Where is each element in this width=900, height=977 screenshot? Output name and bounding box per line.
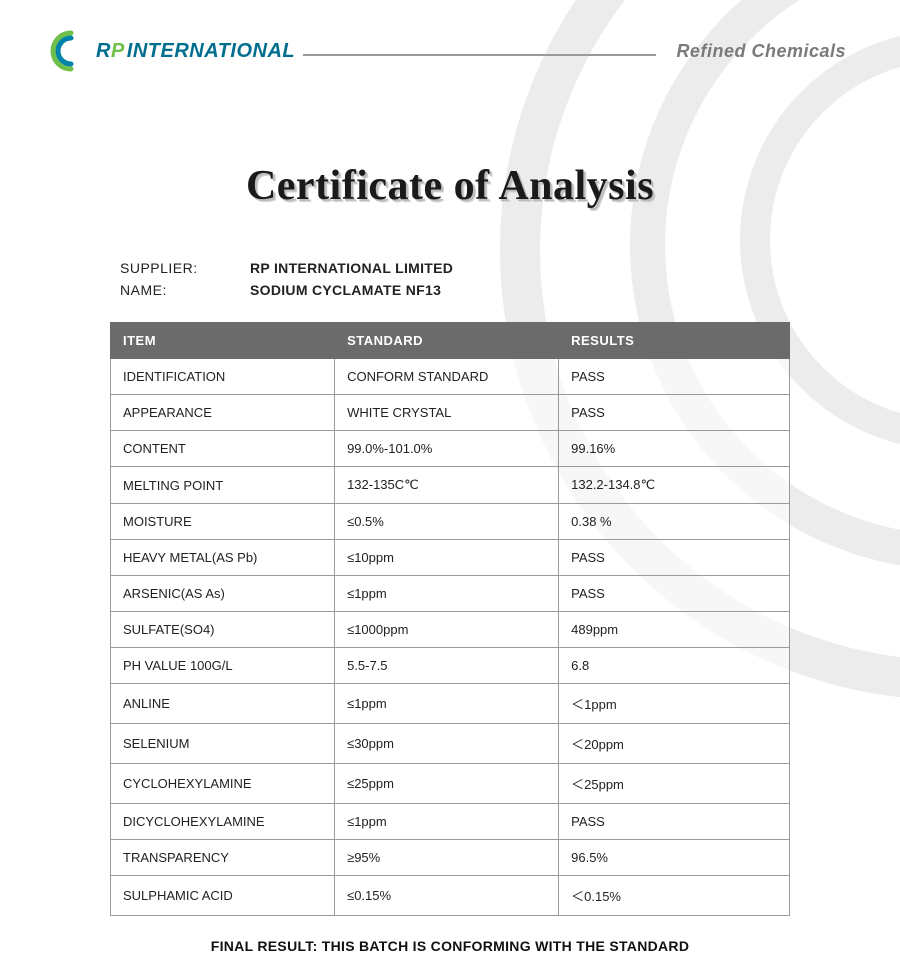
analysis-table: ITEM STANDARD RESULTS IDENTIFICATIONCONF… <box>110 322 790 916</box>
cell-result: PASS <box>559 804 790 840</box>
cell-item: CONTENT <box>111 431 335 467</box>
table-row: PH VALUE 100G/L5.5-7.56.8 <box>111 648 790 684</box>
company-logo: RP INTERNATIONAL <box>50 30 295 72</box>
cell-item: MOISTURE <box>111 504 335 540</box>
cell-item: TRANSPARENCY <box>111 840 335 876</box>
table-row: ANLINE≤1ppm＜1ppm <box>111 684 790 724</box>
table-row: DICYCLOHEXYLAMINE≤1ppmPASS <box>111 804 790 840</box>
cell-standard: 99.0%-101.0% <box>335 431 559 467</box>
cell-result: PASS <box>559 359 790 395</box>
cell-item: CYCLOHEXYLAMINE <box>111 764 335 804</box>
cell-item: PH VALUE 100G/L <box>111 648 335 684</box>
table-row: SULPHAMIC ACID≤0.15%＜0.15% <box>111 876 790 916</box>
logo-arc-icon <box>50 30 92 72</box>
cell-standard: WHITE CRYSTAL <box>335 395 559 431</box>
cell-standard: ≤1ppm <box>335 684 559 724</box>
cell-item: SELENIUM <box>111 724 335 764</box>
cell-result: PASS <box>559 540 790 576</box>
cell-result: ＜20ppm <box>559 724 790 764</box>
cell-standard: ≤0.15% <box>335 876 559 916</box>
col-header-results: RESULTS <box>559 323 790 359</box>
header-row: RP INTERNATIONAL Refined Chemicals <box>0 0 900 72</box>
cell-result: ＜0.15% <box>559 876 790 916</box>
company-tagline: Refined Chemicals <box>676 41 850 62</box>
table-row: SULFATE(SO4)≤1000ppm489ppm <box>111 612 790 648</box>
cell-standard: ≤1000ppm <box>335 612 559 648</box>
cell-result: 132.2-134.8℃ <box>559 467 790 504</box>
cell-item: IDENTIFICATION <box>111 359 335 395</box>
cell-result: 0.38 % <box>559 504 790 540</box>
cell-result: PASS <box>559 576 790 612</box>
cell-result: 489ppm <box>559 612 790 648</box>
col-header-standard: STANDARD <box>335 323 559 359</box>
cell-standard: 5.5-7.5 <box>335 648 559 684</box>
name-row: NAME: SODIUM CYCLAMATE NF13 <box>120 282 900 298</box>
logo-text: RP INTERNATIONAL <box>96 40 295 63</box>
table-row: IDENTIFICATIONCONFORM STANDARDPASS <box>111 359 790 395</box>
cell-standard: CONFORM STANDARD <box>335 359 559 395</box>
cell-item: SULPHAMIC ACID <box>111 876 335 916</box>
table-row: MELTING POINT132-135C℃132.2-134.8℃ <box>111 467 790 504</box>
table-row: MOISTURE≤0.5%0.38 % <box>111 504 790 540</box>
logo-letter-r: R <box>96 40 111 62</box>
cell-result: PASS <box>559 395 790 431</box>
table-header-row: ITEM STANDARD RESULTS <box>111 323 790 359</box>
supplier-row: SUPPLIER: RP INTERNATIONAL LIMITED <box>120 260 900 276</box>
cell-item: ANLINE <box>111 684 335 724</box>
table-row: SELENIUM≤30ppm＜20ppm <box>111 724 790 764</box>
cell-result: ＜25ppm <box>559 764 790 804</box>
cell-standard: ≤25ppm <box>335 764 559 804</box>
cell-standard: ≤1ppm <box>335 576 559 612</box>
name-value: SODIUM CYCLAMATE NF13 <box>250 282 441 298</box>
table-row: CONTENT99.0%-101.0%99.16% <box>111 431 790 467</box>
page-container: RP INTERNATIONAL Refined Chemicals Certi… <box>0 0 900 954</box>
cell-standard: ≥95% <box>335 840 559 876</box>
cell-result: 96.5% <box>559 840 790 876</box>
name-label: NAME: <box>120 282 250 298</box>
logo-word-international: INTERNATIONAL <box>127 40 295 63</box>
cell-item: MELTING POINT <box>111 467 335 504</box>
final-result-statement: FINAL RESULT: THIS BATCH IS CONFORMING W… <box>0 938 900 954</box>
col-header-item: ITEM <box>111 323 335 359</box>
table-row: ARSENIC(AS As)≤1ppmPASS <box>111 576 790 612</box>
cell-item: DICYCLOHEXYLAMINE <box>111 804 335 840</box>
cell-standard: ≤1ppm <box>335 804 559 840</box>
table-row: HEAVY METAL(AS Pb)≤10ppmPASS <box>111 540 790 576</box>
table-row: TRANSPARENCY≥95%96.5% <box>111 840 790 876</box>
table-row: APPEARANCEWHITE CRYSTALPASS <box>111 395 790 431</box>
cell-standard: ≤10ppm <box>335 540 559 576</box>
supplier-value: RP INTERNATIONAL LIMITED <box>250 260 453 276</box>
cell-standard: 132-135C℃ <box>335 467 559 504</box>
certificate-info-block: SUPPLIER: RP INTERNATIONAL LIMITED NAME:… <box>120 260 900 298</box>
certificate-title: Certificate of Analysis <box>0 162 900 210</box>
logo-letter-p: P <box>111 40 125 62</box>
cell-standard: ≤0.5% <box>335 504 559 540</box>
header-divider <box>303 54 656 56</box>
cell-item: SULFATE(SO4) <box>111 612 335 648</box>
cell-item: APPEARANCE <box>111 395 335 431</box>
cell-result: 6.8 <box>559 648 790 684</box>
cell-result: 99.16% <box>559 431 790 467</box>
table-row: CYCLOHEXYLAMINE≤25ppm＜25ppm <box>111 764 790 804</box>
cell-standard: ≤30ppm <box>335 724 559 764</box>
supplier-label: SUPPLIER: <box>120 260 250 276</box>
cell-result: ＜1ppm <box>559 684 790 724</box>
cell-item: HEAVY METAL(AS Pb) <box>111 540 335 576</box>
cell-item: ARSENIC(AS As) <box>111 576 335 612</box>
